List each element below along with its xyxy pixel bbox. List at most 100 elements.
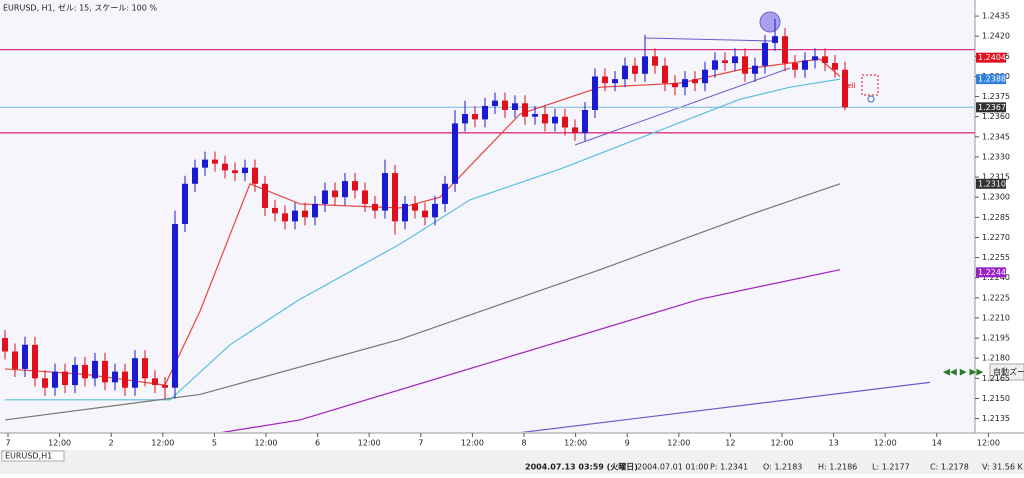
x-tick-label: 12 bbox=[725, 439, 735, 448]
y-tick-label: 1.2135 bbox=[982, 414, 1010, 423]
candle-body bbox=[392, 173, 398, 222]
candle-body bbox=[452, 123, 458, 184]
y-tick-label: 1.2300 bbox=[982, 193, 1010, 202]
x-tick-label: 12:00 bbox=[770, 439, 793, 448]
candle-body bbox=[102, 360, 108, 383]
candle-body bbox=[802, 60, 808, 70]
tab[interactable] bbox=[1, 450, 65, 462]
candle-body bbox=[162, 385, 168, 388]
x-tick-label: 12:00 bbox=[667, 439, 690, 448]
y-tick-label: 1.2195 bbox=[982, 334, 1010, 343]
x-tick-label: 12:00 bbox=[564, 439, 587, 448]
candle-body bbox=[32, 344, 38, 379]
candle-body bbox=[562, 116, 568, 128]
candle-body bbox=[652, 56, 658, 66]
toolbar-label[interactable]: 自動ズー bbox=[993, 367, 1024, 377]
price-tag-label: 1.2388 bbox=[978, 75, 1006, 84]
status-text: O: 1.2183 bbox=[763, 463, 802, 472]
candle-body bbox=[742, 56, 748, 74]
candle-body bbox=[262, 183, 268, 208]
y-tick-label: 1.2255 bbox=[982, 253, 1010, 262]
y-tick-label: 1.2315 bbox=[982, 173, 1010, 182]
candle-body bbox=[692, 79, 698, 84]
indicator-line bbox=[4, 58, 841, 386]
candle-body bbox=[342, 181, 348, 198]
candle-body bbox=[92, 360, 98, 379]
candle-body bbox=[552, 116, 558, 124]
candle-body bbox=[412, 203, 418, 211]
tab-label[interactable]: EURUSD,H1 bbox=[5, 452, 52, 461]
candle-body bbox=[682, 79, 688, 88]
status-bar: 2004.07.13 03:59 (火曜日) 2004.07.01 01:00 P:… bbox=[525, 462, 1024, 472]
y-tick-label: 1.2435 bbox=[982, 12, 1010, 21]
x-tick-label: 12:00 bbox=[461, 439, 484, 448]
price-tag-label: 1.2404 bbox=[978, 53, 1006, 62]
candle-body bbox=[512, 103, 518, 110]
price-tag-label: 1.2244 bbox=[978, 268, 1006, 277]
candle-body bbox=[442, 183, 448, 204]
candle-body bbox=[72, 364, 78, 386]
candle-body bbox=[712, 60, 718, 70]
y-tick-label: 1.2240 bbox=[982, 273, 1010, 282]
price-tag-label: 1.2310 bbox=[978, 179, 1006, 188]
candle-body bbox=[782, 36, 788, 64]
price-axis-background bbox=[975, 0, 1024, 433]
price-tag bbox=[976, 102, 1006, 113]
candle-body bbox=[842, 69, 848, 108]
candle-body bbox=[722, 60, 728, 64]
status-text: V: 31.56 K bbox=[982, 463, 1024, 472]
candle-body bbox=[482, 105, 488, 120]
indicator-line bbox=[5, 78, 841, 401]
candle-body bbox=[732, 56, 738, 64]
y-tick-label: 1.2345 bbox=[982, 132, 1010, 141]
indicator-line bbox=[4, 183, 841, 421]
candle-body bbox=[332, 190, 338, 198]
plot bbox=[0, 11, 975, 432]
candle-body bbox=[362, 190, 368, 204]
chart-header: EURUSD, H1, ゼル: 15, スケール: 100 % bbox=[3, 3, 157, 13]
toolbar-button[interactable] bbox=[989, 363, 1024, 381]
price-tag bbox=[976, 74, 1006, 85]
y-tick-label: 1.2285 bbox=[982, 213, 1010, 222]
x-tick-label: 7 bbox=[5, 439, 10, 448]
y-tick-label: 1.2270 bbox=[982, 233, 1010, 242]
candle-body bbox=[462, 114, 468, 124]
candle-body bbox=[822, 56, 828, 64]
candle-body bbox=[232, 170, 238, 174]
candle-body bbox=[642, 56, 648, 74]
candle-body bbox=[312, 203, 318, 218]
candle-body bbox=[382, 173, 388, 211]
status-text: H: 1.2186 bbox=[818, 463, 857, 472]
candle-body bbox=[602, 76, 608, 84]
marker bbox=[759, 11, 781, 33]
candle-body bbox=[572, 127, 578, 133]
candle-body bbox=[592, 76, 598, 110]
candle-body bbox=[672, 83, 678, 88]
candle-body bbox=[322, 190, 328, 204]
status-text: C: 1.2178 bbox=[930, 463, 969, 472]
candle-body bbox=[122, 371, 128, 388]
candle-body bbox=[582, 109, 588, 133]
candle-body bbox=[812, 56, 818, 61]
sell-box bbox=[861, 74, 879, 96]
candle-body bbox=[182, 183, 188, 225]
status-text: 2004.07.13 03:59 (火曜日) bbox=[525, 462, 638, 472]
candle-body bbox=[222, 163, 228, 171]
x-tick-label: 12:00 bbox=[254, 439, 277, 448]
status-text: P: 1.2341 bbox=[710, 463, 748, 472]
y-tick-label: 1.2375 bbox=[982, 92, 1010, 101]
candle-body bbox=[542, 114, 548, 124]
candle-body bbox=[52, 371, 58, 388]
trendline bbox=[644, 37, 773, 42]
candle-body bbox=[282, 213, 288, 222]
y-tick-label: 1.2360 bbox=[982, 112, 1010, 121]
candle-body bbox=[22, 344, 28, 369]
price-tag bbox=[976, 52, 1006, 63]
toolbar: ◀◀ ▶ ▶▶ 自動ズー bbox=[943, 363, 1024, 381]
y-tick-label: 1.2420 bbox=[982, 32, 1010, 41]
candle-body bbox=[632, 65, 638, 74]
plot-background bbox=[0, 0, 975, 433]
candle-body bbox=[792, 63, 798, 70]
nav-icons: ◀◀ ▶ ▶▶ bbox=[943, 368, 983, 378]
candle-body bbox=[772, 36, 778, 43]
